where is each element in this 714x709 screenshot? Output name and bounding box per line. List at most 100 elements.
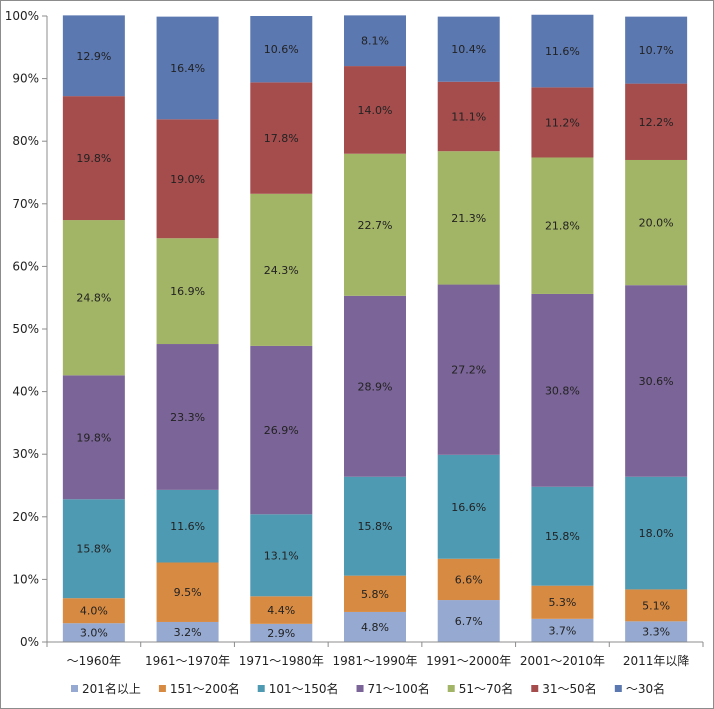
y-tick-label: 20% xyxy=(12,510,39,524)
data-label: 20.0% xyxy=(639,217,674,230)
bar-segment xyxy=(62,375,125,500)
data-label: 21.8% xyxy=(545,220,580,233)
bar-segment xyxy=(625,16,688,84)
bar-segment xyxy=(625,621,688,642)
y-tick-label: 30% xyxy=(12,447,39,461)
bar-segment xyxy=(531,585,594,619)
y-tick-label: 70% xyxy=(12,197,39,211)
bars-layer xyxy=(62,14,688,642)
data-label: 24.8% xyxy=(76,292,111,305)
x-category-label: 2001～2010年 xyxy=(520,654,605,668)
y-tick-label: 80% xyxy=(12,134,39,148)
bar-segment xyxy=(625,83,688,160)
data-label: 8.1% xyxy=(361,35,389,48)
bar-segment xyxy=(531,293,594,487)
bar-segment xyxy=(437,558,500,601)
legend-label: 151～200名 xyxy=(170,681,240,696)
data-label: 19.0% xyxy=(170,173,205,186)
bar-segment xyxy=(250,16,313,83)
legend-label: 51～70名 xyxy=(459,681,514,696)
bar-segment xyxy=(62,15,125,97)
data-label: 11.6% xyxy=(170,520,205,533)
data-label: 3.3% xyxy=(642,626,670,639)
data-label: 3.7% xyxy=(548,624,576,637)
bar-segment xyxy=(344,611,406,642)
data-label: 10.4% xyxy=(451,43,486,56)
x-category-label: 2011年以降 xyxy=(623,654,690,668)
data-label: 27.2% xyxy=(451,364,486,377)
bar-segment xyxy=(344,476,406,576)
x-category-label: 1981～1990年 xyxy=(332,654,417,668)
data-label: 6.6% xyxy=(455,573,483,586)
x-axis-ticks: ～1960年 1961～1970年 1971～1980年 1981～1990年 1991… xyxy=(46,642,704,668)
data-label: 30.8% xyxy=(545,384,580,397)
bar-segment xyxy=(250,82,313,194)
data-label: 17.8% xyxy=(264,132,299,145)
legend-label: 71～100名 xyxy=(368,681,430,696)
bar-segment xyxy=(156,238,219,345)
legend-swatch xyxy=(447,685,455,692)
bar-segment xyxy=(156,344,219,490)
data-label: 18.0% xyxy=(639,527,674,540)
data-label: 24.3% xyxy=(264,264,299,277)
legend: 201名以上 151～200名 101～150名 71～100名 51～70名 31～50… xyxy=(71,681,665,696)
bar-segment xyxy=(344,66,406,154)
legend-swatch xyxy=(614,685,622,692)
data-label: 23.3% xyxy=(170,411,205,424)
data-label: 11.1% xyxy=(451,110,486,123)
data-label: 4.4% xyxy=(267,604,295,617)
data-label: 30.6% xyxy=(639,375,674,388)
bar-segment xyxy=(344,295,406,477)
bar-segment xyxy=(344,575,406,612)
data-label: 16.9% xyxy=(170,285,205,298)
data-label: 10.6% xyxy=(264,43,299,56)
legend-swatch xyxy=(257,685,265,692)
bar-segment xyxy=(156,621,219,642)
data-label: 10.7% xyxy=(639,44,674,57)
legend-label: 101～150名 xyxy=(269,681,339,696)
data-label: 6.7% xyxy=(455,615,483,628)
data-label: 22.7% xyxy=(358,219,393,232)
y-tick-label: 50% xyxy=(12,322,39,336)
data-label: 13.1% xyxy=(264,549,299,562)
bar-segment xyxy=(437,81,500,152)
bar-segment xyxy=(531,486,594,586)
data-label: 9.5% xyxy=(174,586,202,599)
bar-segment xyxy=(156,562,219,622)
y-tick-label: 100% xyxy=(5,9,39,23)
bar-segment xyxy=(62,598,125,624)
bar-segment xyxy=(625,589,688,622)
bar-segment xyxy=(62,499,125,599)
bar-segment xyxy=(625,285,688,477)
data-label: 15.8% xyxy=(545,530,580,543)
bar-segment xyxy=(625,159,688,286)
x-category-label: 1961～1970年 xyxy=(145,654,230,668)
data-label: 11.6% xyxy=(545,45,580,58)
data-label: 12.9% xyxy=(76,50,111,63)
data-label: 16.6% xyxy=(451,501,486,514)
bar-segment xyxy=(156,489,219,563)
bar-segment xyxy=(531,87,594,158)
bar-segment xyxy=(437,454,500,559)
bar-segment xyxy=(250,345,313,515)
x-category-label: ～1960年 xyxy=(67,654,122,668)
data-label: 5.3% xyxy=(548,596,576,609)
data-label: 2.9% xyxy=(267,627,295,640)
data-label: 5.8% xyxy=(361,588,389,601)
bar-segment xyxy=(437,284,500,455)
bar-segment xyxy=(62,96,125,221)
bar-segment xyxy=(437,600,500,642)
bar-segment xyxy=(531,14,594,88)
data-label: 19.8% xyxy=(76,152,111,165)
y-axis-ticks: 0% 10% 20% 30% 40% 50% 60% 70% 80% 90% 100% xyxy=(5,9,47,649)
y-tick-label: 60% xyxy=(12,259,39,273)
data-label: 5.1% xyxy=(642,599,670,612)
x-category-label: 1971～1980年 xyxy=(239,654,324,668)
bar-segment xyxy=(62,220,125,376)
bar-segment xyxy=(250,623,313,642)
data-label: 15.8% xyxy=(76,543,111,556)
bar-segment xyxy=(625,476,688,590)
bar-segment xyxy=(531,157,594,294)
bar-segment xyxy=(531,618,594,642)
